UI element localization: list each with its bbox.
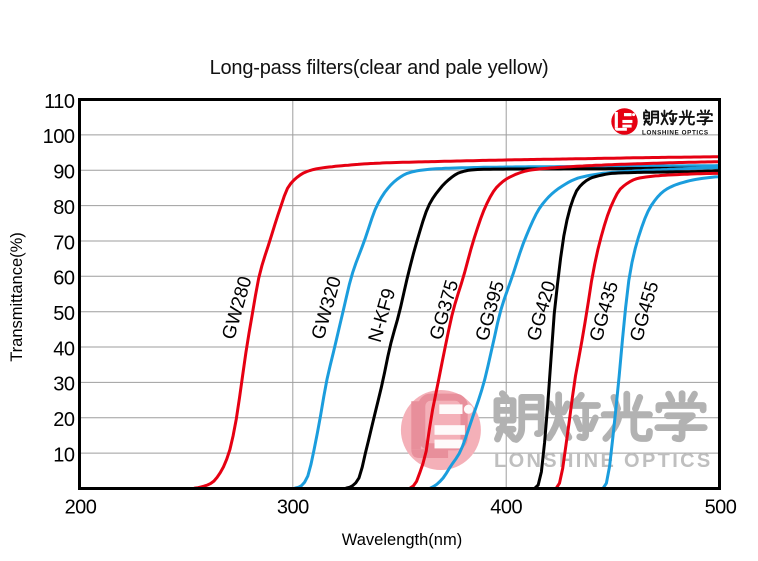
svg-text:60: 60: [53, 268, 75, 290]
svg-text:400: 400: [490, 497, 522, 519]
svg-text:LONSHINE OPTICS: LONSHINE OPTICS: [642, 129, 709, 136]
svg-text:10: 10: [53, 444, 75, 466]
svg-text:500: 500: [705, 497, 737, 519]
svg-text:Transmittance(%): Transmittance(%): [8, 232, 26, 362]
svg-text:Long-pass filters(clear and pa: Long-pass filters(clear and pale yellow): [210, 57, 549, 79]
svg-text:100: 100: [43, 126, 75, 148]
svg-text:LONSHINE OPTICS: LONSHINE OPTICS: [494, 450, 713, 472]
svg-text:50: 50: [53, 303, 75, 325]
svg-text:300: 300: [277, 497, 309, 519]
svg-text:80: 80: [53, 197, 75, 219]
svg-text:90: 90: [53, 162, 75, 184]
svg-text:30: 30: [53, 374, 75, 396]
svg-text:40: 40: [53, 338, 75, 360]
svg-text:Wavelength(nm): Wavelength(nm): [342, 531, 462, 549]
svg-text:20: 20: [53, 409, 75, 431]
svg-text:200: 200: [65, 497, 97, 519]
svg-text:70: 70: [53, 232, 75, 254]
svg-text:110: 110: [44, 91, 75, 113]
